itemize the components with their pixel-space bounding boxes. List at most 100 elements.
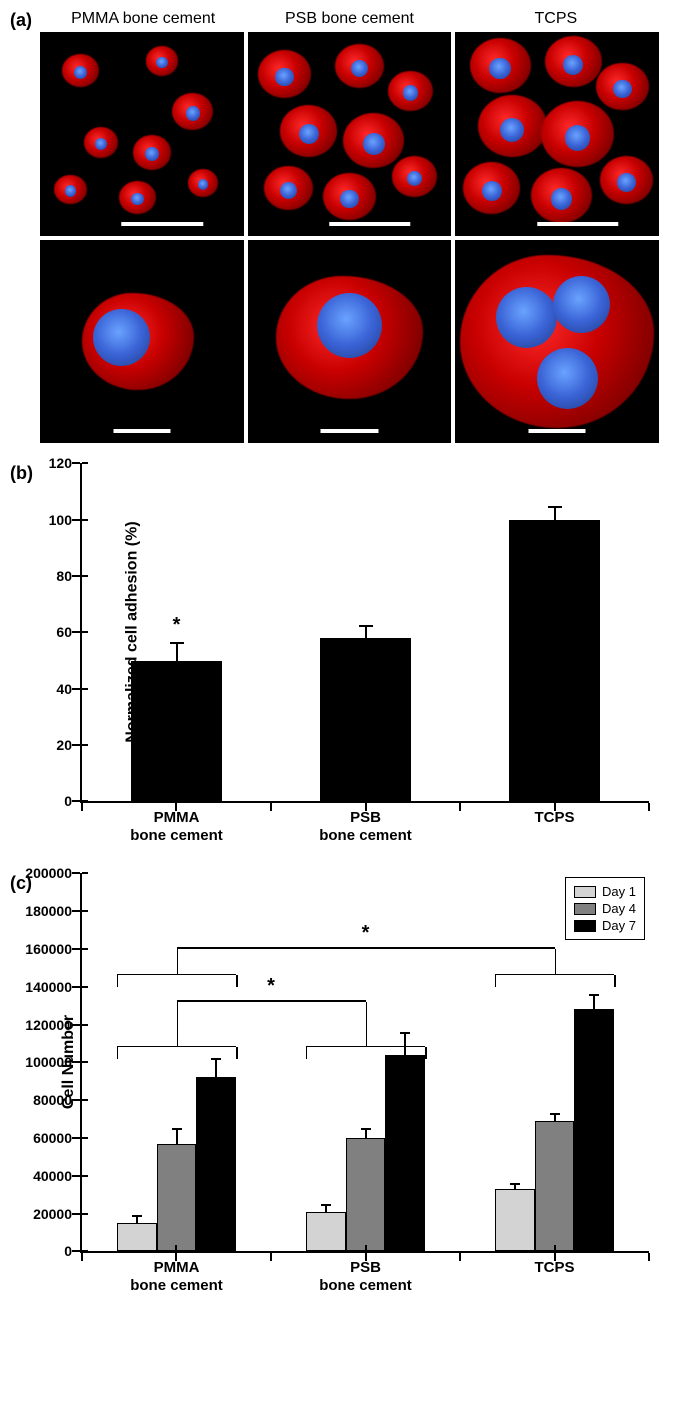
legend-swatch — [574, 920, 596, 932]
y-tick — [82, 1099, 88, 1101]
y-tick — [82, 744, 88, 746]
significance-star: * — [267, 975, 275, 998]
error-bar — [365, 1130, 367, 1138]
scale-bar — [113, 429, 170, 433]
cell-nucleus — [489, 58, 510, 79]
significance-bracket-tick — [117, 1047, 119, 1058]
x-tick — [459, 1253, 461, 1261]
panel-b: (b) Normalized cell adhesion (%) 0204060… — [10, 463, 659, 853]
scale-bar — [529, 429, 586, 433]
cell-nucleus — [496, 287, 557, 348]
legend-item: Day 7 — [574, 918, 636, 933]
cell-nucleus — [551, 188, 572, 209]
microscopy-image — [248, 240, 452, 444]
significance-bracket — [306, 1046, 425, 1048]
y-tick — [82, 948, 88, 950]
cell-nucleus — [563, 55, 583, 75]
col-header-pmma: PMMA bone cement — [40, 10, 246, 28]
significance-bracket-tick — [614, 975, 616, 986]
microscopy-image — [455, 240, 659, 444]
bar — [385, 1055, 425, 1252]
error-cap — [321, 1204, 331, 1206]
x-tick — [365, 1245, 367, 1251]
legend-label: Day 7 — [602, 918, 636, 933]
error-cap — [510, 1183, 520, 1185]
error-cap — [550, 1113, 560, 1115]
error-bar — [514, 1185, 516, 1189]
error-cap — [548, 506, 562, 508]
error-cap — [170, 642, 184, 644]
cell-nucleus — [93, 309, 150, 366]
y-tick-label: 80000 — [33, 1092, 82, 1108]
y-tick — [82, 1175, 88, 1177]
y-tick — [82, 519, 88, 521]
chart-c: Cell Number 0200004000060000800001000001… — [80, 873, 649, 1253]
cell-nucleus — [145, 147, 159, 161]
significance-v — [555, 949, 557, 975]
y-tick-label: 40000 — [33, 1168, 82, 1184]
legend-item: Day 1 — [574, 884, 636, 899]
bar — [131, 661, 222, 802]
error-bar — [404, 1034, 406, 1055]
error-cap — [132, 1215, 142, 1217]
y-tick — [82, 1250, 88, 1252]
cell-nucleus — [317, 293, 382, 358]
error-cap — [361, 1128, 371, 1130]
x-tick — [554, 1245, 556, 1251]
significance-line — [177, 1000, 366, 1002]
error-cap — [211, 1058, 221, 1060]
microscopy-wrap: PMMA bone cement PSB bone cement TCPS — [40, 10, 659, 443]
y-tick — [82, 1213, 88, 1215]
y-tick-label: 100000 — [25, 1054, 82, 1070]
significance-bracket — [117, 1046, 236, 1048]
y-tick-label: 120 — [49, 455, 82, 471]
microscopy-image — [40, 32, 244, 236]
y-tick-label: 20 — [56, 737, 82, 753]
cell-nucleus — [613, 80, 632, 99]
significance-bracket-tick — [117, 975, 119, 986]
y-tick-label: 40 — [56, 681, 82, 697]
scale-bar — [321, 429, 378, 433]
y-tick-label: 120000 — [25, 1017, 82, 1033]
error-cap — [172, 1128, 182, 1130]
bar — [117, 1223, 157, 1251]
panel-b-label: (b) — [10, 463, 33, 484]
y-tick-label: 180000 — [25, 903, 82, 919]
significance-bracket-tick — [236, 975, 238, 986]
cell-nucleus — [617, 173, 636, 192]
x-label: PMMAbone cement — [130, 801, 223, 845]
cell-nucleus — [299, 124, 319, 144]
scale-bar — [329, 222, 410, 226]
y-tick-label: 20000 — [33, 1206, 82, 1222]
error-cap — [400, 1032, 410, 1034]
x-tick — [270, 803, 272, 811]
microscopy-image — [455, 32, 659, 236]
y-tick — [82, 872, 88, 874]
significance-bracket-tick — [425, 1047, 427, 1058]
x-tick — [175, 1253, 177, 1261]
bar — [306, 1212, 346, 1252]
y-tick-label: 160000 — [25, 941, 82, 957]
significance-bracket — [495, 974, 614, 976]
error-bar — [176, 644, 178, 661]
x-label: PSBbone cement — [319, 801, 412, 845]
error-bar — [136, 1217, 138, 1223]
cell-nucleus — [482, 181, 502, 201]
bar — [157, 1144, 197, 1252]
significance-line — [177, 947, 555, 949]
cell-nucleus — [65, 185, 76, 196]
panel-a: (a) PMMA bone cement PSB bone cement TCP… — [10, 10, 659, 443]
error-bar — [554, 508, 556, 519]
significance-v — [177, 1002, 179, 1047]
x-label: TCPS — [534, 801, 574, 827]
bar — [320, 638, 411, 801]
x-tick — [648, 803, 650, 811]
figure-root: (a) PMMA bone cement PSB bone cement TCP… — [0, 0, 679, 1343]
panel-c: (c) Cell Number 020000400006000080000100… — [10, 873, 659, 1303]
x-tick — [554, 1253, 556, 1261]
y-tick-label: 80 — [56, 568, 82, 584]
cell-nucleus — [156, 57, 167, 68]
cell-nucleus — [275, 68, 294, 87]
legend-item: Day 4 — [574, 901, 636, 916]
y-tick — [82, 1137, 88, 1139]
